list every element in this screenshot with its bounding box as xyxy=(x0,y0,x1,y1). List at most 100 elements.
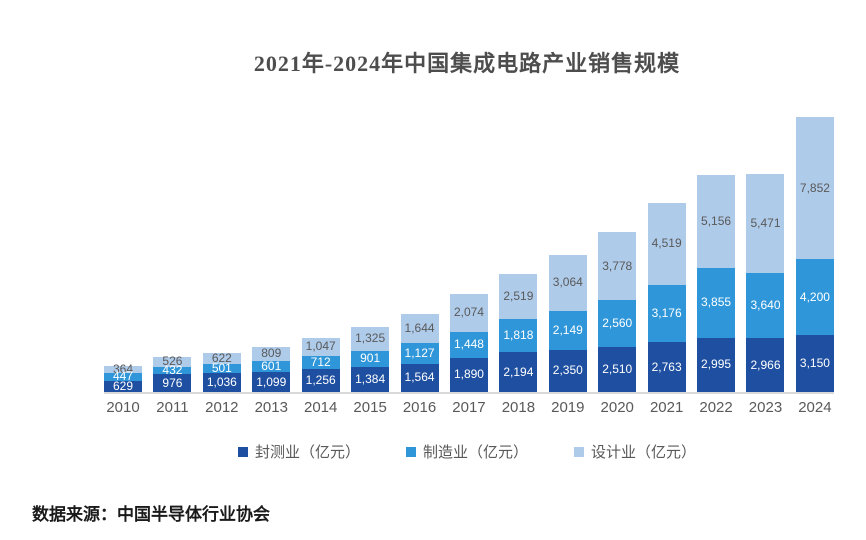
bar-segment: 1,036 xyxy=(202,373,241,392)
x-axis-label: 2011 xyxy=(156,399,189,416)
bar-value-label: 364 xyxy=(112,361,134,376)
bar-value-label: 1,384 xyxy=(355,372,386,386)
bar-value-label: 1,325 xyxy=(355,331,386,346)
bar-2021: 4,519 3,176 2,763 xyxy=(647,112,686,392)
x-axis-label: 2016 xyxy=(402,399,437,416)
bar-segment: 2,519 xyxy=(499,273,538,320)
bar-segment: 3,640 xyxy=(746,272,785,339)
bar-2022: 5,156 3,855 2,995 xyxy=(697,112,736,392)
bar-2013: 809 601 1,099 xyxy=(252,112,291,392)
bar-segment: 2,350 xyxy=(548,349,587,392)
bar-segment: 447 xyxy=(104,369,142,384)
bar-segment: 364 xyxy=(104,361,142,376)
bar-value-label: 3,064 xyxy=(552,275,583,290)
bar-segment: 4,200 xyxy=(795,259,834,335)
bar-value-label: 7,852 xyxy=(799,180,830,195)
bar-segment: 432 xyxy=(153,363,192,376)
bar-segment: 1,890 xyxy=(449,357,488,392)
bar-value-label: 1,818 xyxy=(503,328,534,343)
bar-value-label: 809 xyxy=(261,346,282,361)
bar-value-label: 1,890 xyxy=(453,367,484,382)
x-axis-label: 2017 xyxy=(452,399,486,416)
bar-segment: 2,510 xyxy=(598,346,637,392)
bar-segment: 2,966 xyxy=(746,338,785,392)
bar-2024: 7,852 4,200 3,150 xyxy=(795,112,834,392)
bar-value-label: 501 xyxy=(211,361,232,376)
legend-label: 制造业（亿元） xyxy=(422,445,528,461)
bar-segment: 1,099 xyxy=(252,372,291,392)
bar-value-label: 2,510 xyxy=(602,361,633,376)
bar-value-label: 3,855 xyxy=(701,295,732,310)
x-axis-label: 2022 xyxy=(699,399,733,416)
bar-value-label: 4,519 xyxy=(651,236,682,251)
x-axis-label: 2018 xyxy=(501,399,536,416)
legend-label: 设计业（亿元） xyxy=(591,445,697,461)
bar-value-label: 1,256 xyxy=(305,373,336,388)
bar-segment: 1,325 xyxy=(351,326,390,351)
bar-value-label: 2,350 xyxy=(552,363,583,378)
bar-value-label: 2,966 xyxy=(750,357,781,372)
bar-value-label: 447 xyxy=(112,369,134,384)
bar-2010: 364 447 629 xyxy=(104,112,142,392)
bar-segment: 901 xyxy=(351,350,390,367)
bar-value-label: 2,149 xyxy=(552,322,583,337)
bar-value-label: 1,099 xyxy=(256,374,287,389)
plot-area: 364 447 629 526 432 976 622 501 1,036 809 601 1,099… xyxy=(104,112,834,394)
bar-value-label: 2,995 xyxy=(701,357,732,372)
bar-2017: 2,074 1,448 1,890 xyxy=(449,112,488,392)
bar-value-label: 1,047 xyxy=(305,339,336,354)
bar-2012: 622 501 1,036 xyxy=(202,112,241,392)
x-axis-label: 2020 xyxy=(600,399,634,416)
bar-segment: 2,560 xyxy=(598,300,637,347)
bar-2015: 1,325 901 1,384 xyxy=(351,112,390,392)
bar-value-label: 712 xyxy=(310,355,331,370)
bar-value-label: 2,519 xyxy=(503,289,534,304)
legend: 封测业（亿元） 制造业（亿元） 设计业（亿元） xyxy=(100,441,834,462)
bar-value-label: 901 xyxy=(360,351,381,366)
bar-value-label: 5,156 xyxy=(701,213,732,228)
bar-segment: 3,064 xyxy=(548,255,587,311)
bar-value-label: 2,194 xyxy=(503,364,534,379)
x-axis-label: 2014 xyxy=(304,399,338,416)
bar-segment: 2,149 xyxy=(548,310,587,350)
bar-2019: 3,064 2,149 2,350 xyxy=(548,112,587,392)
bar-segment: 3,150 xyxy=(795,335,834,392)
bar-segment: 1,644 xyxy=(400,313,439,344)
legend-marker-icon xyxy=(405,446,416,457)
bar-segment: 1,564 xyxy=(400,363,439,392)
bar-segment: 1,127 xyxy=(400,343,439,364)
bar-2023: 5,471 3,640 2,966 xyxy=(746,112,785,392)
x-axis-labels: 2010 2011 2012 2013 2014 2015 2016 2017 2018 2019… xyxy=(104,399,834,416)
x-axis-label: 2024 xyxy=(798,399,832,416)
bar-value-label: 1,448 xyxy=(453,337,484,352)
bar-segment: 3,176 xyxy=(647,284,686,342)
bar-segment: 2,194 xyxy=(499,352,538,392)
bar-value-label: 3,150 xyxy=(799,356,830,370)
chart-title: 2021年-2024年中国集成电路产业销售规模 xyxy=(253,51,681,76)
x-axis-label: 2010 xyxy=(106,399,140,416)
bar-value-label: 1,644 xyxy=(404,320,435,335)
bar-segment: 601 xyxy=(252,359,291,374)
bar-2011: 526 432 976 xyxy=(153,112,192,392)
bar-segment: 3,778 xyxy=(598,232,637,301)
x-axis-label: 2019 xyxy=(551,399,585,416)
bar-segment: 1,047 xyxy=(301,337,340,357)
x-axis-label: 2015 xyxy=(353,399,387,416)
bar-2020: 3,778 2,560 2,510 xyxy=(598,112,637,392)
bar-segment: 629 xyxy=(104,378,142,393)
legend-item: 制造业（亿元） xyxy=(405,441,528,462)
bar-value-label: 3,778 xyxy=(602,258,633,273)
bar-segment: 976 xyxy=(153,374,192,392)
bar-value-label: 601 xyxy=(261,359,282,374)
x-axis-label: 2013 xyxy=(254,399,288,416)
bar-segment: 1,818 xyxy=(499,319,538,353)
bar-value-label: 5,471 xyxy=(750,215,781,230)
bar-value-label: 622 xyxy=(211,351,232,366)
bar-value-label: 976 xyxy=(162,375,183,390)
legend-label: 封测业（亿元） xyxy=(254,445,360,461)
legend-item: 设计业（亿元） xyxy=(574,441,696,462)
source-note: 数据来源：中国半导体行业协会 xyxy=(32,505,270,524)
bar-segment: 5,156 xyxy=(697,174,736,269)
bar-value-label: 629 xyxy=(112,378,134,393)
legend-marker-icon xyxy=(574,446,584,457)
